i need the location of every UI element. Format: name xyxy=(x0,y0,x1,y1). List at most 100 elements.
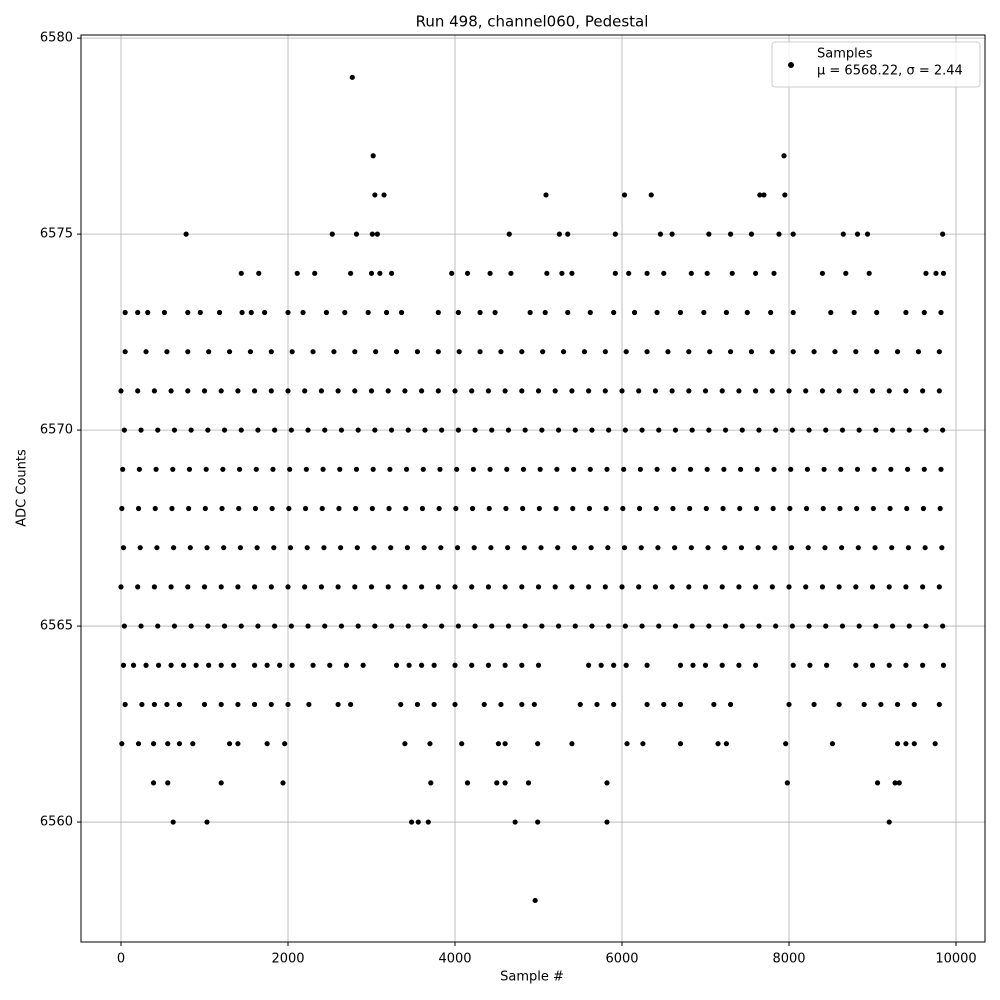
data-point xyxy=(286,505,292,512)
data-point xyxy=(856,623,862,629)
data-point xyxy=(654,466,660,472)
data-point xyxy=(555,427,562,433)
data-point xyxy=(819,584,826,590)
legend-label: Samples xyxy=(817,47,873,62)
data-point xyxy=(185,388,191,394)
data-point xyxy=(221,545,227,551)
data-point xyxy=(771,466,777,472)
data-point xyxy=(612,231,618,237)
data-point xyxy=(353,505,359,512)
data-point xyxy=(656,427,662,433)
data-point xyxy=(489,427,495,433)
data-point xyxy=(822,545,828,551)
data-point xyxy=(252,505,259,512)
data-point xyxy=(264,741,270,747)
data-point xyxy=(619,584,625,590)
data-point xyxy=(218,662,224,668)
data-point xyxy=(404,545,411,551)
data-point xyxy=(256,270,262,276)
data-point xyxy=(722,427,729,433)
data-point xyxy=(938,309,944,316)
data-point xyxy=(720,505,726,512)
data-point xyxy=(723,309,729,316)
data-point xyxy=(186,466,193,472)
data-point xyxy=(521,545,527,551)
data-point xyxy=(420,466,426,472)
data-point xyxy=(235,701,241,708)
data-point xyxy=(155,623,161,629)
data-point xyxy=(387,466,393,472)
data-point xyxy=(839,623,846,629)
data-point xyxy=(535,388,542,394)
data-point xyxy=(531,701,537,708)
data-point xyxy=(737,466,744,472)
data-point xyxy=(252,584,258,590)
data-point xyxy=(218,701,224,708)
data-point xyxy=(894,741,901,747)
data-point xyxy=(289,349,295,355)
data-point xyxy=(170,466,176,472)
data-point xyxy=(310,662,316,668)
data-point xyxy=(164,701,170,708)
data-point xyxy=(920,505,927,512)
data-point xyxy=(911,741,917,747)
data-point xyxy=(464,780,471,786)
data-point xyxy=(431,701,437,708)
data-point xyxy=(277,662,283,668)
data-point xyxy=(690,662,696,668)
data-point xyxy=(786,584,792,590)
data-point xyxy=(237,545,244,551)
data-point xyxy=(619,388,625,394)
data-point xyxy=(151,388,157,394)
data-point xyxy=(435,584,441,590)
data-point xyxy=(472,623,478,629)
data-point xyxy=(722,623,729,629)
data-point xyxy=(355,427,361,433)
data-point xyxy=(335,701,341,708)
data-point xyxy=(304,545,310,551)
data-point xyxy=(587,309,593,316)
data-point xyxy=(753,584,759,590)
data-point xyxy=(536,505,542,512)
data-point xyxy=(757,192,763,198)
data-point xyxy=(512,819,518,825)
data-point xyxy=(492,309,498,316)
data-point xyxy=(790,231,796,237)
data-point xyxy=(455,309,461,316)
data-point xyxy=(772,545,778,551)
data-point xyxy=(542,309,548,316)
data-point xyxy=(310,349,316,355)
data-point xyxy=(838,466,844,472)
data-point xyxy=(856,427,862,433)
data-point xyxy=(272,623,278,629)
data-point xyxy=(769,349,775,355)
data-point xyxy=(525,780,532,786)
data-point xyxy=(538,545,544,551)
data-point xyxy=(294,270,300,276)
data-point xyxy=(505,545,511,551)
data-point xyxy=(788,466,794,472)
data-point xyxy=(288,427,294,433)
data-point xyxy=(706,231,712,237)
data-point xyxy=(459,741,465,747)
data-point xyxy=(120,466,126,472)
data-point xyxy=(820,505,826,512)
data-point xyxy=(903,388,909,394)
data-point xyxy=(373,349,379,355)
data-point xyxy=(393,662,400,668)
data-point xyxy=(871,466,877,472)
data-point xyxy=(894,349,901,355)
data-point xyxy=(268,388,274,394)
y-tick-label: 6580 xyxy=(40,31,73,46)
data-point xyxy=(338,427,345,433)
data-point xyxy=(781,153,787,159)
data-point xyxy=(706,623,712,629)
data-point xyxy=(427,741,433,747)
data-point xyxy=(786,388,792,394)
data-point xyxy=(488,545,494,551)
data-point xyxy=(527,309,533,316)
data-point xyxy=(581,349,588,355)
data-point xyxy=(519,701,525,708)
data-point xyxy=(402,741,408,747)
data-point xyxy=(331,349,337,355)
